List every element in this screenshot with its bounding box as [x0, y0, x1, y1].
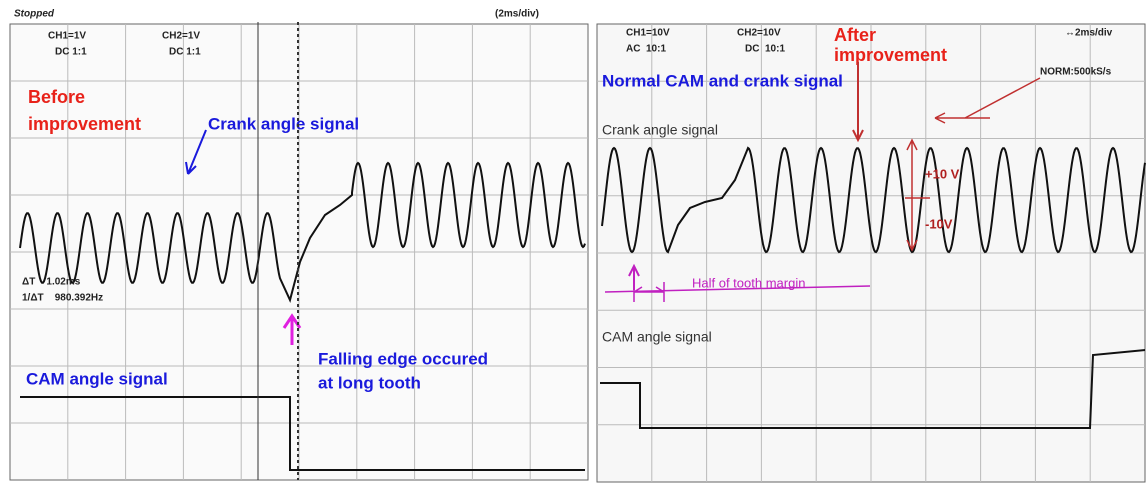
waves — [19, 146, 1146, 471]
falling-label: Falling edge occured — [318, 349, 488, 368]
annotations — [185, 22, 1041, 480]
ch2-coupling: DC 1:1 — [169, 47, 201, 58]
timebase: ↔2ms/div — [1065, 28, 1113, 39]
grid — [10, 24, 1145, 482]
crank-label: Crank angle signal — [208, 114, 359, 133]
status: Stopped — [14, 9, 55, 20]
delta-t: ΔT 1.02ms — [22, 277, 81, 288]
inv-delta-t: 1/ΔT 980.392Hz — [22, 293, 103, 304]
after-label: improvement — [834, 45, 947, 65]
cam-label: CAM angle signal — [26, 369, 168, 388]
cam-label: CAM angle signal — [602, 329, 712, 345]
timebase: (2ms/div) — [495, 9, 539, 20]
ch1-coupling: AC 10:1 — [626, 44, 666, 55]
crank-wave — [601, 146, 1146, 254]
ch1: CH1=10V — [626, 28, 670, 39]
before-label: improvement — [28, 114, 141, 134]
sample-rate: NORM:500kS/s — [1040, 67, 1112, 78]
margin-label: Half of tooth margin — [692, 275, 805, 290]
ch2: CH2=10V — [737, 28, 781, 39]
crank-wave — [19, 161, 586, 303]
falling-label: at long tooth — [318, 373, 421, 392]
ch1: CH1=1V — [48, 31, 86, 42]
ch2: CH2=1V — [162, 31, 200, 42]
cam-wave — [20, 396, 585, 471]
minus-label: -10V — [925, 216, 953, 231]
ch1-coupling: DC 1:1 — [55, 47, 87, 58]
normal-label: Normal CAM and crank signal — [602, 71, 843, 90]
ch2-coupling: DC 10:1 — [745, 44, 785, 55]
crank-label: Crank angle signal — [602, 122, 718, 138]
plus-label: +10 V — [925, 166, 960, 181]
before-label: Before — [28, 87, 85, 107]
cam-wave — [600, 349, 1146, 429]
after-label: After — [834, 25, 876, 45]
